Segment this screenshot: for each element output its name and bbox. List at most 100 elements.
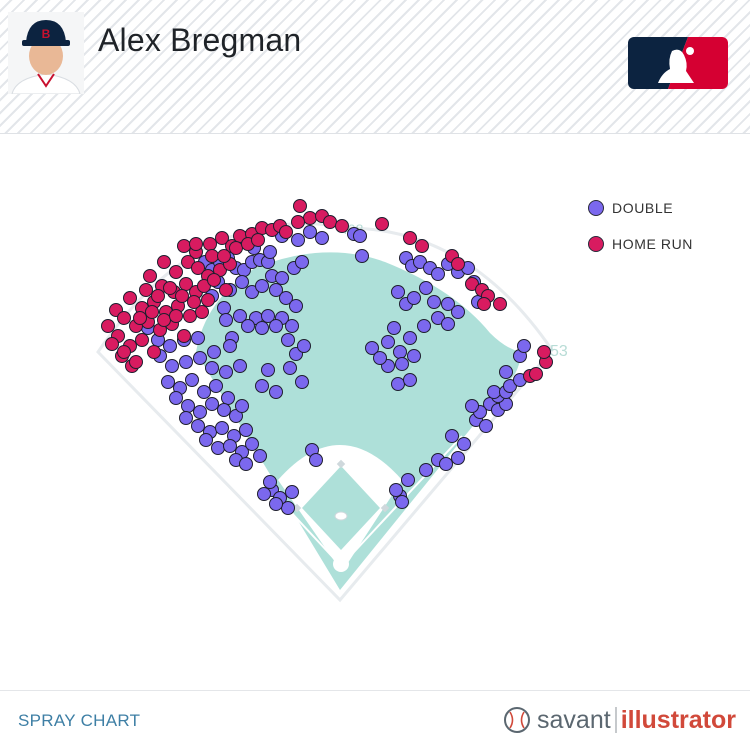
point-double <box>233 309 247 323</box>
point-double <box>297 339 311 353</box>
brand-illustrator: illustrator <box>620 705 736 734</box>
chart-legend: DOUBLE HOME RUN <box>588 190 693 262</box>
point-home-run <box>335 219 349 233</box>
distance-annotation: 53 <box>550 343 568 360</box>
point-double <box>245 437 259 451</box>
point-double <box>205 397 219 411</box>
brand-logo: savant illustrator <box>503 705 736 735</box>
point-home-run <box>303 211 317 225</box>
point-home-run <box>219 283 233 297</box>
point-double <box>403 331 417 345</box>
point-double <box>169 391 183 405</box>
point-home-run <box>175 289 189 303</box>
point-home-run <box>117 345 131 359</box>
pitchers-mound <box>334 511 348 521</box>
point-double <box>403 373 417 387</box>
point-home-run <box>105 337 119 351</box>
point-home-run <box>477 297 491 311</box>
point-home-run <box>123 291 137 305</box>
point-double <box>219 313 233 327</box>
point-double <box>207 345 221 359</box>
point-double <box>431 267 445 281</box>
point-double <box>373 351 387 365</box>
legend-dot-home-run <box>588 236 604 252</box>
point-home-run <box>205 249 219 263</box>
point-double <box>235 275 249 289</box>
point-double <box>407 291 421 305</box>
point-home-run <box>195 305 209 319</box>
point-double <box>445 429 459 443</box>
point-home-run <box>215 231 229 245</box>
point-double <box>427 295 441 309</box>
point-double <box>309 453 323 467</box>
point-home-run <box>169 309 183 323</box>
point-home-run <box>493 297 507 311</box>
point-home-run <box>177 239 191 253</box>
point-double <box>179 411 193 425</box>
point-double <box>223 439 237 453</box>
points-layer <box>101 199 553 515</box>
point-double <box>353 229 367 243</box>
point-double <box>315 231 329 245</box>
point-double <box>401 473 415 487</box>
point-double <box>263 245 277 259</box>
point-home-run <box>189 237 203 251</box>
point-double <box>185 373 199 387</box>
point-double <box>303 225 317 239</box>
point-home-run <box>133 311 147 325</box>
point-double <box>283 361 297 375</box>
point-double <box>395 495 409 509</box>
point-double <box>161 375 175 389</box>
point-home-run <box>191 261 205 275</box>
point-double <box>215 421 229 435</box>
chart-area: 408 53 <box>0 134 750 689</box>
point-home-run <box>375 217 389 231</box>
point-home-run <box>163 281 177 295</box>
first-base <box>380 503 390 513</box>
point-home-run <box>129 355 143 369</box>
point-double <box>235 399 249 413</box>
legend-label: DOUBLE <box>612 200 674 216</box>
point-double <box>291 233 305 247</box>
point-double <box>253 449 267 463</box>
point-double <box>205 361 219 375</box>
point-home-run <box>143 269 157 283</box>
point-home-run <box>101 319 115 333</box>
point-double <box>365 341 379 355</box>
brand-savant: savant <box>537 705 611 734</box>
point-double <box>269 319 283 333</box>
point-double <box>381 335 395 349</box>
point-home-run <box>177 329 191 343</box>
point-home-run <box>529 367 543 381</box>
point-home-run <box>537 345 551 359</box>
point-home-run <box>403 231 417 245</box>
point-double <box>417 319 431 333</box>
point-double <box>239 423 253 437</box>
point-double <box>441 317 455 331</box>
point-home-run <box>201 293 215 307</box>
point-double <box>387 321 401 335</box>
point-home-run <box>203 237 217 251</box>
baseball-icon <box>504 707 531 733</box>
point-home-run <box>151 289 165 303</box>
point-double <box>197 385 211 399</box>
point-double <box>263 475 277 489</box>
point-double <box>181 399 195 413</box>
point-double <box>269 283 283 297</box>
point-double <box>419 463 433 477</box>
player-avatar: B <box>8 12 84 94</box>
point-home-run <box>139 283 153 297</box>
chart-type-label: SPRAY CHART <box>18 711 141 730</box>
point-double <box>499 365 513 379</box>
point-double <box>275 271 289 285</box>
point-double <box>209 379 223 393</box>
point-double <box>219 365 233 379</box>
header-banner: B Alex Bregman <box>0 0 750 134</box>
point-double <box>419 281 433 295</box>
point-double <box>441 297 455 311</box>
point-home-run <box>117 311 131 325</box>
point-home-run <box>207 273 221 287</box>
point-double <box>191 331 205 345</box>
point-double <box>255 279 269 293</box>
point-double <box>457 437 471 451</box>
